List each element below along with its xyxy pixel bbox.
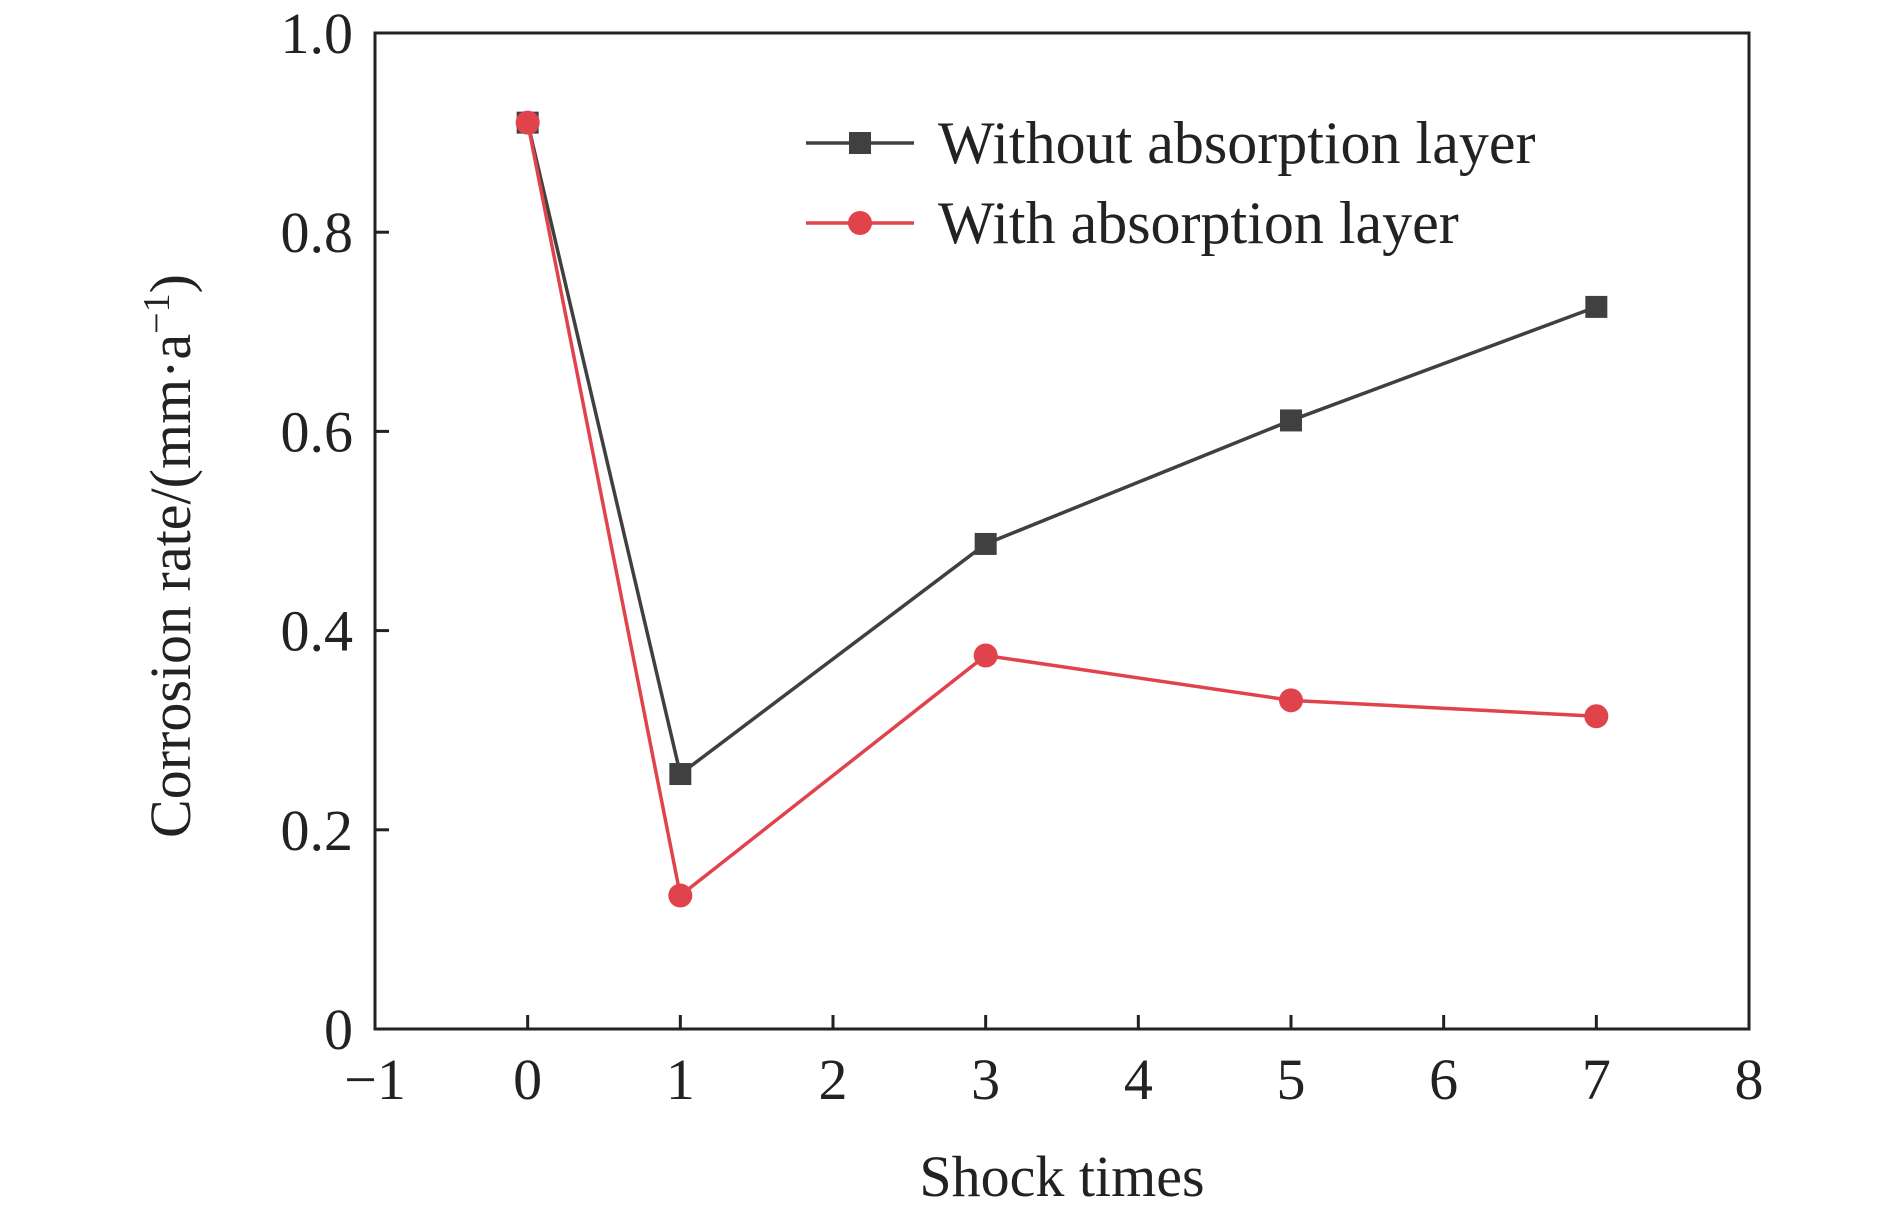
y-axis-title-main: Corrosion rate/(mm·a (138, 334, 203, 838)
plot-frame (373, 31, 1751, 1031)
data-point (1280, 409, 1302, 432)
legend-marker (849, 132, 871, 154)
x-tick-label: 6 (1429, 1047, 1458, 1112)
data-point (668, 883, 693, 908)
data-point (669, 763, 692, 786)
x-tick-label: 5 (1277, 1047, 1306, 1112)
x-axis-ticks: −1 0 1 2 3 4 5 6 7 8 (344, 1015, 1764, 1112)
series-2 (515, 110, 1609, 908)
data-point (515, 110, 540, 135)
y-tick-label: 1.0 (281, 1, 354, 66)
x-tick-label: 7 (1582, 1047, 1611, 1112)
y-axis-title-superscript: −1 (136, 293, 178, 333)
legend-item: Without absorption layer (806, 110, 1535, 176)
x-axis-title: Shock times (919, 1144, 1204, 1209)
x-tick-label: 8 (1735, 1047, 1764, 1112)
y-tick-label: 0.4 (281, 599, 354, 664)
data-point (1585, 295, 1608, 318)
data-point (973, 643, 998, 668)
x-tick-label: 2 (819, 1047, 848, 1112)
data-point (1279, 688, 1303, 713)
x-tick-label: 0 (513, 1047, 542, 1112)
legend-item: With absorption layer (806, 190, 1459, 256)
data-point (974, 532, 997, 555)
y-tick-label: 0 (324, 997, 353, 1062)
y-tick-label: 0.6 (281, 399, 354, 464)
y-tick-label: 0.8 (281, 200, 354, 265)
legend: Without absorption layer With absorption … (806, 110, 1535, 256)
x-tick-label: 1 (666, 1047, 695, 1112)
y-tick-label: 0.2 (281, 798, 354, 863)
legend-label: With absorption layer (938, 190, 1459, 256)
legend-label: Without absorption layer (938, 110, 1535, 176)
series-layer (515, 110, 1609, 908)
x-tick-label: 4 (1124, 1047, 1153, 1112)
x-tick-label: −1 (344, 1047, 406, 1112)
y-axis-title-close: ) (138, 274, 203, 293)
data-point (1584, 704, 1609, 729)
y-axis-title: Corrosion rate/(mm·a−1) (136, 274, 203, 838)
x-tick-label: 3 (971, 1047, 1000, 1112)
legend-marker (848, 211, 872, 235)
y-axis-ticks: 0 0.2 0.4 0.6 0.8 1.0 (281, 1, 389, 1062)
